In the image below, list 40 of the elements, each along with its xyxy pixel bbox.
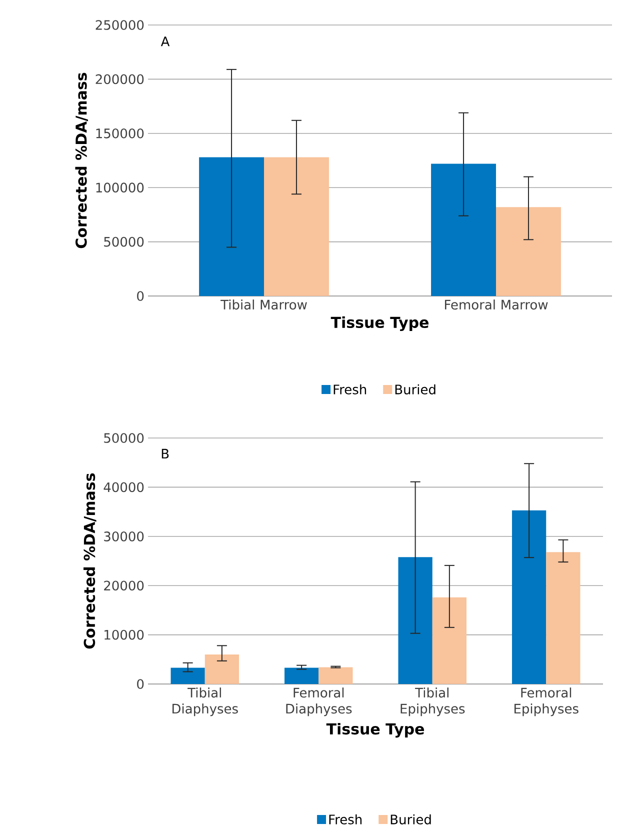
y-axis-title: Corrected %DA/mass [84, 473, 96, 649]
y-tick-label: 30000 [104, 531, 144, 542]
bar [546, 552, 580, 684]
y-tick-label: 40000 [104, 482, 144, 492]
bar [512, 510, 546, 684]
y-tick-label: 150000 [96, 128, 144, 138]
bar [432, 597, 466, 684]
annotation: B [162, 448, 169, 458]
x-tick-label: Tibial Marrow [220, 300, 307, 310]
bar [318, 667, 353, 684]
x-tick-label: Tibial Epiphyses [400, 688, 465, 716]
bar [431, 164, 496, 296]
x-tick-label: Femoral Epiphyses [514, 688, 578, 716]
y-tick-label: 250000 [96, 20, 144, 30]
bar [264, 157, 329, 296]
y-tick-label: 0 [137, 679, 144, 689]
y-tick-label: 50000 [104, 236, 144, 247]
bar [199, 157, 264, 296]
legend-label: Buried [395, 384, 436, 394]
y-tick-label: 10000 [104, 630, 144, 640]
y-tick-label: 20000 [104, 580, 144, 591]
y-axis-title: Corrected %DA/mass [75, 72, 88, 248]
y-tick-label: 50000 [104, 433, 144, 443]
y-tick-label: 200000 [96, 74, 144, 84]
bar [398, 557, 432, 684]
legend-label: Buried [390, 814, 431, 824]
x-axis-title: Tissue Type [330, 316, 429, 332]
bar [204, 654, 239, 684]
bar [284, 668, 319, 684]
x-axis-title: Tissue Type [326, 722, 424, 738]
legend-label: Fresh [329, 814, 362, 824]
legend-label: Fresh [334, 384, 366, 394]
x-tick-label: Tibial Diaphyses [172, 688, 238, 716]
bar [170, 668, 205, 684]
y-tick-label: 0 [137, 291, 144, 301]
x-tick-label: Femoral Marrow [444, 300, 548, 310]
bar [496, 207, 561, 296]
x-tick-label: Femoral Diaphyses [286, 688, 352, 716]
y-tick-label: 100000 [96, 182, 144, 193]
annotation: A [160, 36, 170, 46]
